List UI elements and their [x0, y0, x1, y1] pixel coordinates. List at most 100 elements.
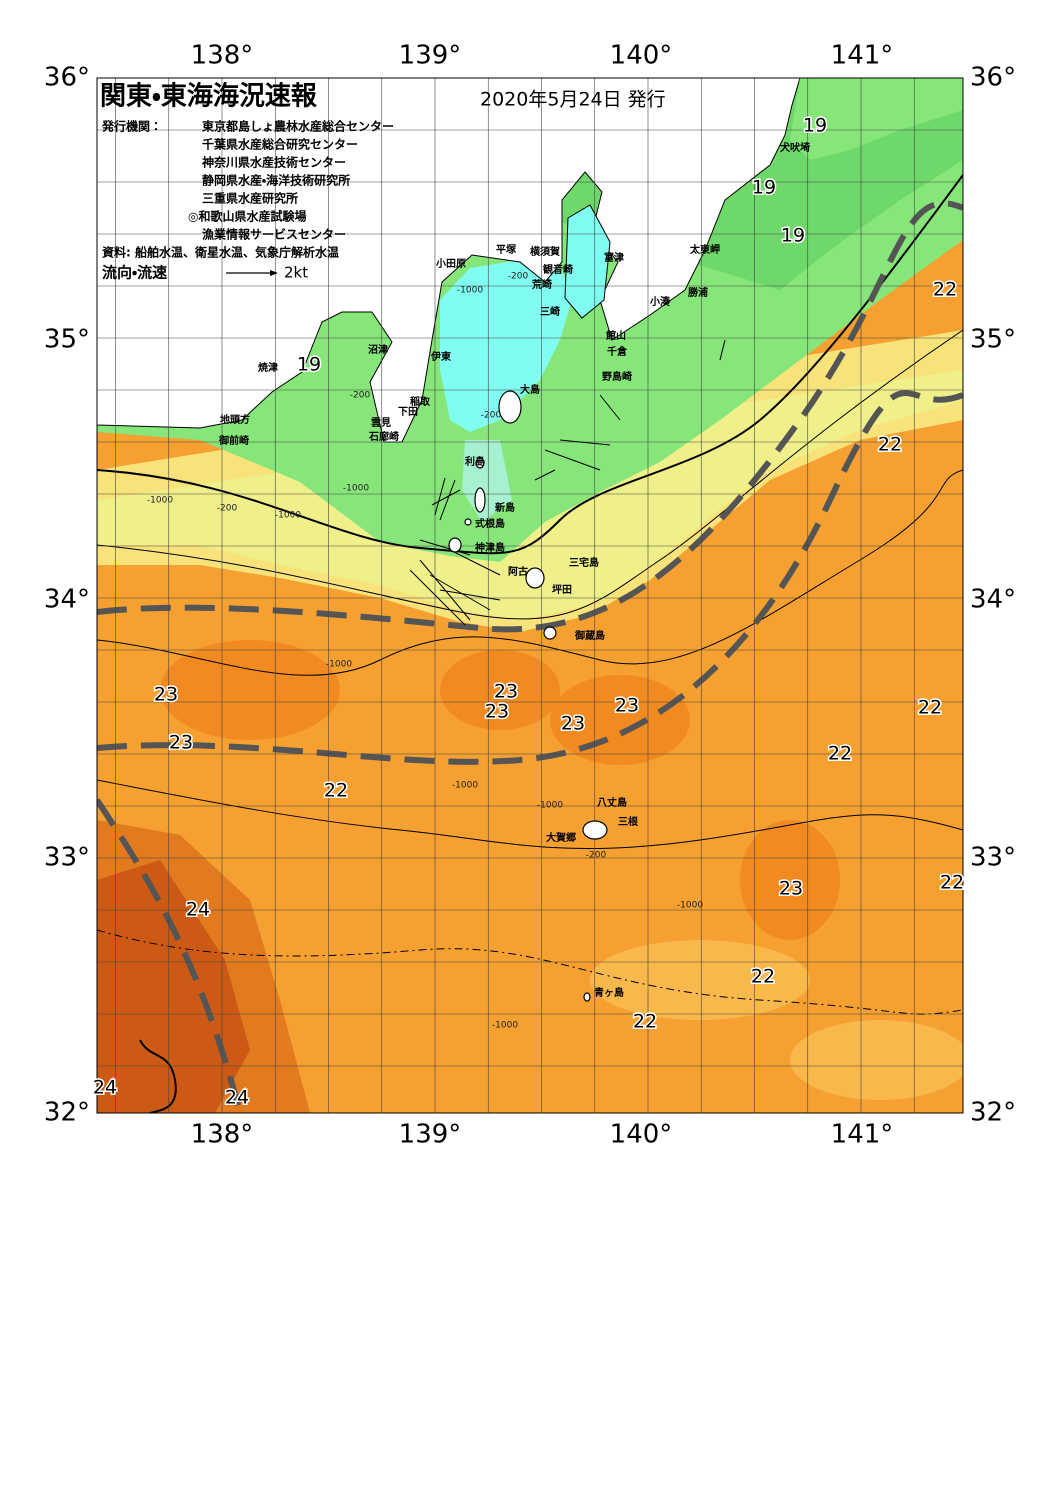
depth-label: -1000 [492, 1021, 518, 1031]
issuer: ◎和歌山県水産試験場 [188, 209, 306, 224]
place-name: 稲取 [410, 395, 431, 408]
latitude-label: 32° [970, 1098, 1016, 1128]
place-name: 小湊 [649, 295, 671, 308]
depth-label: -1000 [452, 781, 478, 791]
place-name: 野島崎 [602, 370, 632, 383]
place-name: 八丈島 [597, 796, 627, 809]
current-vectors [409, 339, 726, 626]
place-name: 新島 [494, 501, 515, 514]
temperature-label: 24 [225, 1087, 249, 1109]
place-name: 小田原 [435, 257, 466, 270]
place-name: 大島 [520, 383, 540, 396]
latitude-label: 34° [970, 585, 1016, 615]
temperature-label: 22 [751, 966, 775, 988]
issuer: 東京都島しょ農林水産総合センター [202, 119, 394, 134]
latitude-label: 32° [44, 1098, 90, 1128]
legend-scale: 2kt [284, 264, 308, 282]
longitude-label: 138° [191, 41, 254, 71]
latitude-label: 34° [44, 585, 90, 615]
place-name: 三根 [618, 815, 639, 828]
place-name: 太東岬 [689, 243, 720, 256]
place-name: 青ヶ島 [594, 986, 624, 999]
place-name: 阿古 [508, 565, 528, 578]
latitude-label: 36° [44, 63, 90, 93]
temperature-label: 19 [803, 115, 827, 137]
depth-label: -200 [481, 411, 502, 421]
temperature-label: 22 [933, 279, 957, 301]
temperature-label: 23 [615, 695, 639, 717]
place-name: 利島 [465, 455, 485, 468]
place-name: 富津 [604, 251, 624, 264]
place-name: 三崎 [540, 305, 560, 318]
isotherm [97, 329, 963, 620]
longitude-label: 140° [610, 1120, 673, 1150]
latitude-label: 33° [970, 843, 1016, 873]
depth-label: -200 [217, 504, 238, 514]
place-name: 式根島 [475, 517, 505, 530]
place-name: 館山 [605, 329, 626, 342]
legend-arrowhead [270, 270, 278, 276]
latitude-label: 35° [44, 325, 90, 355]
place-name: 沼津 [368, 343, 388, 356]
depth-label: -1000 [677, 901, 703, 911]
isotherm [139, 1039, 177, 1113]
place-name: 平塚 [496, 243, 517, 256]
tokyo-bay [564, 204, 611, 319]
issue-date: 2020年5月24日 発行 [480, 89, 666, 111]
place-name: 三宅島 [569, 556, 599, 569]
map-frame [96, 77, 964, 1114]
title: 関東・東海海況速報 [100, 82, 318, 112]
place-name: 雲見 [371, 417, 391, 429]
issuer: 三重県水産研究所 [202, 191, 298, 206]
latitude-label: 33° [44, 843, 90, 873]
place-name: 神津島 [474, 541, 505, 554]
legend-label: 流向・流速 [102, 264, 167, 282]
place-name: 御前崎 [218, 434, 249, 447]
sea-patch [590, 940, 810, 1020]
place-name: 大賀郷 [546, 831, 576, 844]
longitude-label: 140° [610, 41, 673, 71]
temperature-label: 24 [93, 1077, 117, 1099]
longitude-label: 139° [399, 1120, 462, 1150]
issuer: 静岡県水産・海洋技術研究所 [202, 173, 350, 188]
land [97, 78, 801, 443]
temperature-label: 23 [561, 713, 585, 735]
longitude-label: 141° [831, 41, 894, 71]
kuroshio-axis [97, 200, 963, 633]
issuer: 神奈川県水産技術センター [201, 155, 346, 170]
temperature-label: 22 [633, 1011, 657, 1033]
sea-hottest [97, 860, 250, 1113]
depth-label: -200 [586, 851, 607, 861]
temperature-label: 22 [940, 872, 964, 894]
temperature-label: 19 [752, 177, 776, 199]
temperature-label: 23 [494, 681, 518, 703]
depth-label: -1000 [343, 484, 369, 494]
place-name: 地頭方 [220, 413, 250, 426]
depth-label: -1000 [275, 511, 301, 521]
isotherm [97, 469, 963, 676]
isobath [97, 929, 963, 1015]
sea-patch [790, 1020, 963, 1100]
sea-surface-temperature [97, 78, 963, 1113]
temperature-label: 19 [781, 225, 805, 247]
issuer: 千葉県水産総合研究センター [202, 137, 358, 152]
place-name: 下田 [398, 406, 418, 418]
longitude-label: 139° [399, 41, 462, 71]
temperature-label: 23 [485, 701, 509, 723]
place-name: 横須賀 [530, 245, 560, 258]
source: 資料: 船舶水温、衛星水温、気象庁解析水温 [102, 245, 339, 260]
latitude-label: 35° [970, 325, 1016, 355]
temperature-label: 19 [297, 354, 321, 376]
sea-green [790, 78, 963, 160]
issuer-label: 発行機関： [101, 119, 162, 134]
islands [448, 390, 608, 1002]
graticule [97, 78, 963, 1113]
kuroshio-axis [97, 798, 243, 1113]
depth-label: -1000 [457, 286, 483, 296]
temperature-label: 24 [186, 899, 210, 921]
issuer: 漁業情報サービスセンター [202, 227, 346, 242]
place-name: 荒崎 [531, 278, 552, 291]
place-name: 勝浦 [688, 286, 708, 299]
depth-label: -1000 [326, 660, 352, 670]
